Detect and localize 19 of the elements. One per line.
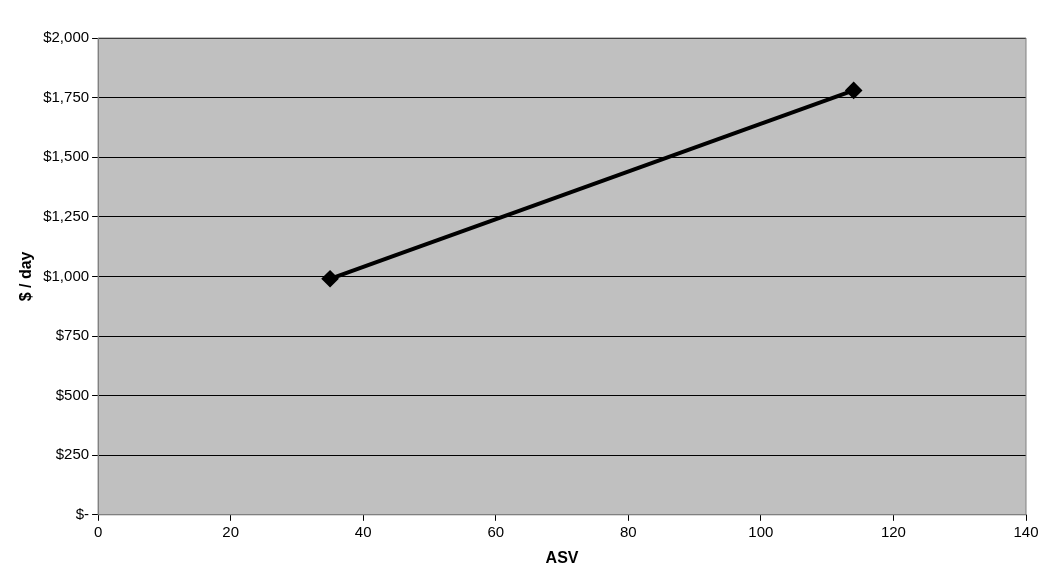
y-tick-label: $1,750	[43, 87, 90, 105]
y-tick-label: $1,250	[43, 206, 90, 224]
y-tick-label: $1,000	[43, 266, 90, 284]
y-tick-label: $500	[55, 385, 90, 403]
x-tick-label: 120	[880, 522, 906, 540]
x-tick-label: 140	[1013, 522, 1039, 540]
y-tick-label: $1,500	[43, 147, 90, 165]
x-tick-label: 80	[619, 522, 637, 540]
y-tick-label: $2,000	[43, 28, 90, 46]
x-tick-label: 40	[354, 522, 372, 540]
x-axis-title: ASV	[545, 548, 579, 566]
y-axis-title: $ / day	[17, 251, 35, 302]
y-tick-label: $-	[75, 504, 90, 522]
y-tick-label: $250	[55, 445, 90, 463]
x-tick-label: 20	[222, 522, 239, 540]
x-tick-label: 60	[487, 522, 505, 540]
x-tick-label: 0	[93, 522, 103, 540]
x-tick-label: 100	[748, 522, 774, 540]
y-tick-label: $750	[55, 326, 90, 344]
